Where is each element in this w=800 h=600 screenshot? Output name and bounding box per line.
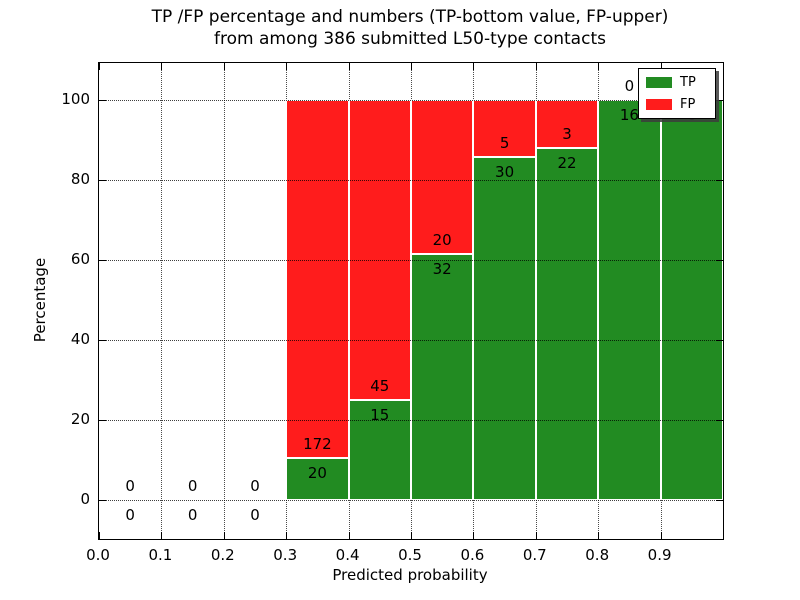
tp-bar-segment bbox=[286, 458, 349, 500]
fp-count-label: 0 bbox=[187, 477, 198, 495]
chart-title-line2: from among 386 submitted L50-type contac… bbox=[214, 29, 606, 49]
tp-bar-segment bbox=[411, 254, 474, 500]
y-tick-label: 80 bbox=[70, 170, 90, 188]
y-tick-mark bbox=[99, 100, 106, 101]
x-tick-mark bbox=[598, 63, 600, 70]
chart-title: TP /FP percentage and numbers (TP-bottom… bbox=[98, 6, 722, 50]
x-tick-mark bbox=[598, 532, 600, 539]
x-tick-label: 0.0 bbox=[86, 546, 110, 564]
y-tick-label: 100 bbox=[61, 90, 90, 108]
x-tick-mark bbox=[223, 532, 225, 539]
fp-bar-segment bbox=[348, 100, 411, 400]
y-tick-mark bbox=[99, 260, 106, 261]
fp-count-label: 3 bbox=[562, 125, 572, 143]
x-tick-mark bbox=[535, 63, 537, 70]
x-tick-label: 0.2 bbox=[210, 546, 235, 564]
plot-area: TP FP 000000172204515203253032201606 bbox=[98, 62, 724, 540]
x-tick-mark bbox=[286, 532, 288, 539]
gridline-horizontal bbox=[99, 420, 723, 421]
y-tick-mark bbox=[99, 340, 106, 341]
fp-bar-segment bbox=[473, 100, 536, 157]
y-tick-mark bbox=[99, 180, 106, 181]
y-tick-label: 60 bbox=[70, 250, 90, 268]
tp-count-label: 0 bbox=[250, 506, 260, 524]
fp-count-label: 5 bbox=[499, 134, 510, 152]
x-tick-mark bbox=[161, 532, 163, 539]
y-tick-mark bbox=[716, 420, 723, 421]
gridline-horizontal bbox=[99, 260, 723, 261]
x-tick-label: 0.8 bbox=[585, 546, 610, 564]
x-tick-mark bbox=[660, 532, 662, 539]
x-tick-label: 0.6 bbox=[460, 546, 485, 564]
tp-bar-segment bbox=[535, 148, 599, 500]
tp-count-label: 30 bbox=[495, 163, 515, 181]
y-axis-label: Percentage bbox=[31, 257, 49, 343]
tp-count-label: 16 bbox=[619, 106, 639, 124]
x-tick-mark bbox=[348, 63, 350, 70]
x-tick-label: 0.5 bbox=[398, 546, 422, 564]
x-axis-label: Predicted probability bbox=[332, 566, 488, 584]
x-tick-label: 0.7 bbox=[522, 546, 547, 564]
fp-count-label: 0 bbox=[250, 477, 260, 495]
x-tick-mark bbox=[535, 532, 537, 539]
fp-bar-segment bbox=[286, 100, 349, 458]
x-tick-mark bbox=[286, 63, 288, 70]
fp-count-label: 172 bbox=[303, 435, 332, 453]
gridline-vertical bbox=[161, 63, 163, 539]
tp-bar-segment bbox=[473, 157, 536, 500]
y-tick-mark bbox=[716, 100, 723, 101]
tp-count-label: 32 bbox=[432, 260, 452, 278]
fp-count-label: 45 bbox=[370, 377, 390, 395]
y-tick-mark bbox=[716, 260, 723, 261]
x-tick-mark bbox=[411, 532, 412, 539]
x-tick-mark bbox=[223, 63, 225, 70]
y-tick-mark bbox=[716, 340, 723, 341]
fp-count-label: 0 bbox=[125, 477, 135, 495]
tp-count-label: 22 bbox=[557, 154, 577, 172]
x-tick-mark bbox=[660, 63, 662, 70]
y-tick-mark bbox=[99, 500, 106, 501]
legend-entry-tp: TP bbox=[646, 75, 708, 90]
x-tick-mark bbox=[411, 63, 412, 70]
tp-count-label: 0 bbox=[187, 506, 198, 524]
x-tick-label: 0.3 bbox=[273, 546, 298, 564]
x-tick-mark bbox=[99, 63, 100, 70]
chart-title-line1: TP /FP percentage and numbers (TP-bottom… bbox=[151, 7, 669, 27]
x-tick-mark bbox=[348, 532, 350, 539]
x-tick-label: 0.4 bbox=[335, 546, 360, 564]
x-tick-mark bbox=[161, 63, 163, 70]
x-tick-mark bbox=[99, 532, 100, 539]
y-tick-label: 40 bbox=[70, 330, 90, 348]
fp-color-swatch bbox=[646, 99, 672, 110]
legend-label-tp: TP bbox=[680, 75, 696, 90]
gridline-horizontal bbox=[99, 340, 723, 341]
y-tick-label: 20 bbox=[70, 410, 90, 428]
fp-bar-segment bbox=[411, 100, 474, 254]
gridline-vertical bbox=[223, 63, 225, 539]
tp-color-swatch bbox=[646, 77, 672, 88]
x-tick-mark bbox=[473, 63, 475, 70]
y-tick-label: 0 bbox=[80, 490, 90, 508]
x-tick-label: 0.9 bbox=[647, 546, 672, 564]
gridline-horizontal bbox=[99, 500, 723, 501]
fp-count-label: 20 bbox=[432, 231, 452, 249]
tp-bar-segment bbox=[598, 100, 661, 500]
gridline-horizontal bbox=[99, 180, 723, 181]
tp-bar-segment bbox=[660, 100, 723, 500]
y-tick-mark bbox=[716, 500, 723, 501]
tp-count-label: 0 bbox=[125, 506, 135, 524]
tp-count-label: 15 bbox=[370, 406, 390, 424]
tp-count-label: 20 bbox=[307, 464, 327, 482]
legend-entry-fp: FP bbox=[646, 97, 708, 112]
x-tick-label: 0.1 bbox=[148, 546, 173, 564]
y-tick-mark bbox=[99, 420, 106, 421]
legend-label-fp: FP bbox=[680, 97, 696, 112]
tp-bar-segment bbox=[348, 400, 411, 500]
gridline-horizontal bbox=[99, 100, 723, 101]
x-tick-mark bbox=[473, 532, 475, 539]
legend: TP FP bbox=[638, 68, 716, 119]
y-tick-mark bbox=[716, 180, 723, 181]
fp-count-label: 0 bbox=[624, 77, 635, 95]
